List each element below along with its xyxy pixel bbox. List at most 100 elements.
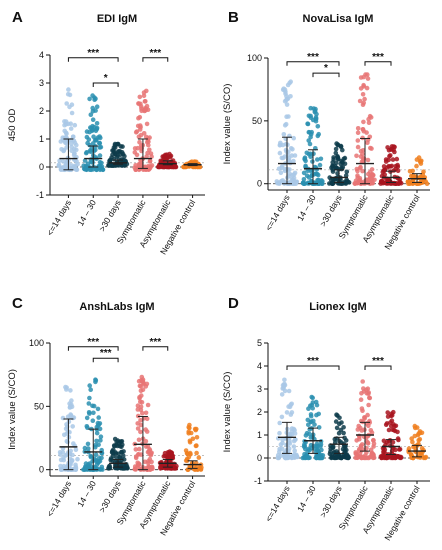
data-point — [93, 452, 99, 458]
data-point — [385, 410, 391, 415]
group-1 — [300, 394, 326, 461]
data-point — [86, 401, 92, 406]
data-point — [385, 145, 390, 150]
significance-label: *** — [149, 337, 161, 348]
panel-title: EDI IgM — [97, 13, 137, 25]
significance-bracket: * — [92, 73, 119, 87]
data-point — [82, 158, 88, 163]
data-point — [358, 75, 364, 80]
data-point — [145, 136, 151, 141]
data-point — [418, 181, 423, 186]
data-point — [291, 158, 296, 164]
panel-title: NovaLisa IgM — [303, 13, 374, 25]
data-point — [63, 426, 69, 432]
data-point — [394, 156, 400, 162]
data-point — [355, 427, 361, 432]
data-point — [94, 430, 100, 436]
data-point — [333, 160, 339, 166]
panel-b: B NovaLisa IgM Index value (S/CO) 0 50 100 <=1… — [222, 9, 430, 251]
data-point — [340, 446, 346, 452]
data-point — [141, 380, 146, 386]
data-point — [289, 426, 295, 431]
data-point — [294, 454, 300, 460]
group-2 — [106, 436, 130, 471]
data-point — [135, 407, 141, 412]
data-point — [309, 394, 315, 400]
data-point — [359, 428, 365, 433]
data-point — [135, 426, 141, 431]
x-tick-label: 14 – 30 — [295, 484, 318, 514]
data-point — [87, 142, 92, 148]
data-point — [136, 462, 141, 468]
y-tick-label: 4 — [257, 361, 262, 371]
data-point — [85, 161, 91, 166]
data-point — [364, 387, 369, 393]
data-point — [133, 455, 139, 461]
data-point — [188, 430, 194, 436]
significance-label: *** — [149, 48, 161, 59]
data-point — [355, 144, 361, 150]
data-point — [277, 420, 283, 426]
data-point — [368, 454, 374, 460]
panel-letter: D — [228, 295, 239, 312]
group-3 — [352, 72, 377, 186]
data-point — [138, 384, 143, 389]
y-tick-label: 5 — [257, 338, 262, 348]
group-4 — [156, 151, 179, 170]
data-point — [307, 130, 312, 135]
x-tick-label: <=14 days — [263, 193, 292, 232]
data-point — [282, 377, 287, 383]
data-point — [416, 431, 422, 436]
data-point — [285, 168, 291, 173]
y-tick-label: 0 — [257, 179, 262, 189]
data-point — [61, 457, 66, 463]
data-point — [164, 152, 170, 157]
y-tick-label: 100 — [247, 53, 262, 63]
data-point — [316, 131, 322, 137]
data-point — [417, 455, 423, 460]
data-point — [319, 447, 324, 453]
y-tick-label: 3 — [257, 384, 262, 394]
data-point — [285, 82, 291, 88]
data-point — [367, 169, 373, 175]
group-5 — [406, 423, 429, 461]
group-2 — [327, 141, 352, 186]
data-point — [117, 455, 122, 460]
data-point — [91, 410, 96, 416]
data-point — [173, 164, 178, 169]
x-tick-label: >30 days — [97, 198, 123, 233]
data-point — [327, 175, 333, 180]
data-point — [67, 104, 72, 110]
data-point — [279, 446, 285, 452]
y-axis-label: Index value (S/CO) — [222, 84, 233, 165]
data-point — [73, 167, 79, 172]
data-point — [68, 388, 73, 393]
panel-title: Lionex IgM — [309, 301, 366, 313]
data-point — [90, 418, 96, 424]
data-point — [288, 432, 293, 437]
group-3 — [132, 88, 155, 173]
data-point — [137, 396, 142, 401]
data-point — [138, 123, 143, 128]
data-point — [141, 90, 147, 95]
data-point — [365, 440, 371, 445]
data-point — [287, 173, 292, 179]
data-point — [107, 466, 112, 471]
data-point — [63, 122, 69, 127]
data-point — [286, 404, 291, 409]
data-point — [119, 449, 124, 455]
data-point — [358, 154, 364, 159]
data-point — [107, 158, 112, 164]
data-point — [308, 105, 314, 111]
panel-letter: B — [228, 9, 239, 26]
data-point — [73, 447, 79, 453]
data-point — [98, 467, 103, 472]
data-point — [279, 392, 285, 397]
y-tick-label: 1 — [257, 430, 262, 440]
data-point — [286, 455, 291, 461]
data-point — [87, 96, 92, 102]
data-point — [290, 147, 295, 152]
data-point — [287, 438, 292, 444]
data-point — [161, 454, 167, 459]
